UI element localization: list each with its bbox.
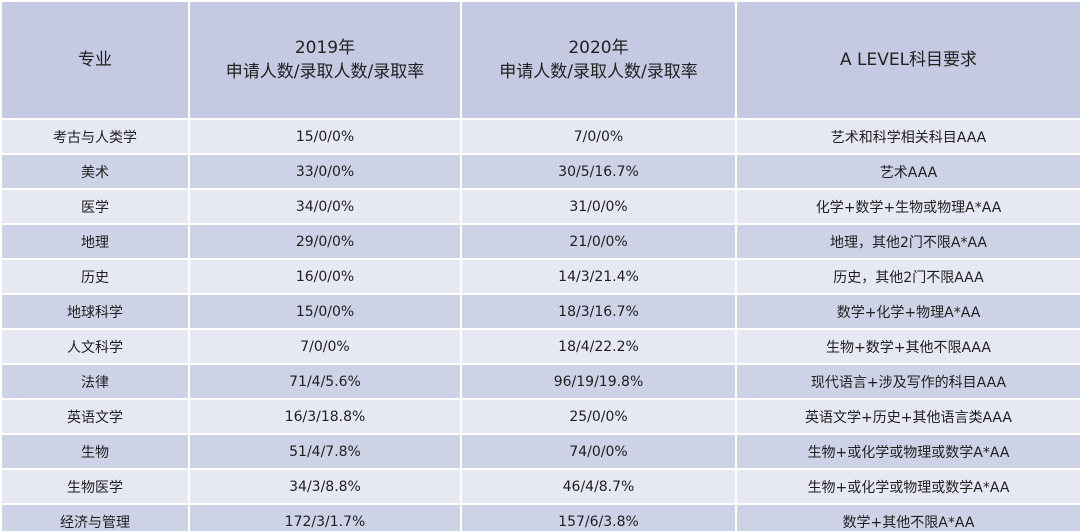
cell-2019: 34/0/0% <box>188 188 462 225</box>
cell-2020: 14/3/21.4% <box>460 258 737 295</box>
cell-2019: 71/4/5.6% <box>188 363 462 400</box>
cell-major: 生物 <box>0 433 190 470</box>
cell-2019: 34/3/8.8% <box>188 468 462 505</box>
cell-alevel: 生物+或化学或物理或数学A*AA <box>735 433 1080 470</box>
cell-alevel: 历史，其他2门不限AAA <box>735 258 1080 295</box>
cell-2019: 172/3/1.7% <box>188 503 462 531</box>
cell-2019: 15/0/0% <box>188 293 462 330</box>
cell-alevel: 现代语言+涉及写作的科目AAA <box>735 363 1080 400</box>
header-2020-year: 2020年 <box>568 38 629 58</box>
table-row: 美术 33/0/0% 30/5/16.7% 艺术AAA <box>0 153 1080 190</box>
cell-alevel: 化学+数学+生物或物理A*AA <box>735 188 1080 225</box>
cell-2020: 18/4/22.2% <box>460 328 737 365</box>
cell-major: 医学 <box>0 188 190 225</box>
cell-2019: 29/0/0% <box>188 223 462 260</box>
cell-2020: 18/3/16.7% <box>460 293 737 330</box>
cell-2020: 25/0/0% <box>460 398 737 435</box>
cell-major: 人文科学 <box>0 328 190 365</box>
header-row: 专业 2019年 申请人数/录取人数/录取率 2020年 申请人数/录取人数/录… <box>0 0 1080 120</box>
cell-2020: 96/19/19.8% <box>460 363 737 400</box>
cell-alevel: 地理，其他2门不限A*AA <box>735 223 1080 260</box>
table-row: 英语文学 16/3/18.8% 25/0/0% 英语文学+历史+其他语言类AAA <box>0 398 1080 435</box>
cell-alevel: 生物+数学+其他不限AAA <box>735 328 1080 365</box>
cell-major: 经济与管理 <box>0 503 190 531</box>
cell-major: 地球科学 <box>0 293 190 330</box>
table-row: 地球科学 15/0/0% 18/3/16.7% 数学+化学+物理A*AA <box>0 293 1080 330</box>
header-2019: 2019年 申请人数/录取人数/录取率 <box>188 0 462 120</box>
table-row: 地理 29/0/0% 21/0/0% 地理，其他2门不限A*AA <box>0 223 1080 260</box>
cell-2020: 7/0/0% <box>460 118 737 155</box>
cell-2019: 51/4/7.8% <box>188 433 462 470</box>
cell-2019: 33/0/0% <box>188 153 462 190</box>
cell-major: 法律 <box>0 363 190 400</box>
header-2020: 2020年 申请人数/录取人数/录取率 <box>460 0 737 120</box>
cell-major: 美术 <box>0 153 190 190</box>
cell-2019: 16/3/18.8% <box>188 398 462 435</box>
cell-alevel: 艺术AAA <box>735 153 1080 190</box>
cell-2019: 7/0/0% <box>188 328 462 365</box>
cell-major: 历史 <box>0 258 190 295</box>
table-row: 人文科学 7/0/0% 18/4/22.2% 生物+数学+其他不限AAA <box>0 328 1080 365</box>
cell-major: 地理 <box>0 223 190 260</box>
cell-alevel: 生物+或化学或物理或数学A*AA <box>735 468 1080 505</box>
header-2020-sub: 申请人数/录取人数/录取率 <box>499 62 698 82</box>
cell-2020: 21/0/0% <box>460 223 737 260</box>
table-row: 生物 51/4/7.8% 74/0/0% 生物+或化学或物理或数学A*AA <box>0 433 1080 470</box>
cell-2019: 16/0/0% <box>188 258 462 295</box>
cell-2020: 46/4/8.7% <box>460 468 737 505</box>
cell-2020: 30/5/16.7% <box>460 153 737 190</box>
table-row: 法律 71/4/5.6% 96/19/19.8% 现代语言+涉及写作的科目AAA <box>0 363 1080 400</box>
cell-alevel: 数学+其他不限A*AA <box>735 503 1080 531</box>
cell-2020: 74/0/0% <box>460 433 737 470</box>
cell-major: 考古与人类学 <box>0 118 190 155</box>
cell-2020: 31/0/0% <box>460 188 737 225</box>
cell-major: 英语文学 <box>0 398 190 435</box>
table-row: 生物医学 34/3/8.8% 46/4/8.7% 生物+或化学或物理或数学A*AA <box>0 468 1080 505</box>
table-body: 考古与人类学 15/0/0% 7/0/0% 艺术和科学相关科目AAA 美术 33/0/0%… <box>0 118 1080 531</box>
table-row: 医学 34/0/0% 31/0/0% 化学+数学+生物或物理A*AA <box>0 188 1080 225</box>
table-row: 历史 16/0/0% 14/3/21.4% 历史，其他2门不限AAA <box>0 258 1080 295</box>
table-header: 专业 2019年 申请人数/录取人数/录取率 2020年 申请人数/录取人数/录… <box>0 0 1080 120</box>
cell-alevel: 数学+化学+物理A*AA <box>735 293 1080 330</box>
cell-alevel: 艺术和科学相关科目AAA <box>735 118 1080 155</box>
header-2019-year: 2019年 <box>294 38 356 58</box>
cell-major: 生物医学 <box>0 468 190 505</box>
header-alevel: A LEVEL科目要求 <box>735 0 1080 120</box>
cell-2020: 157/6/3.8% <box>460 503 737 531</box>
cell-alevel: 英语文学+历史+其他语言类AAA <box>735 398 1080 435</box>
table-row: 经济与管理 172/3/1.7% 157/6/3.8% 数学+其他不限A*AA <box>0 503 1080 531</box>
table-row: 考古与人类学 15/0/0% 7/0/0% 艺术和科学相关科目AAA <box>0 118 1080 155</box>
header-2019-sub: 申请人数/录取人数/录取率 <box>225 62 425 82</box>
cell-2019: 15/0/0% <box>188 118 462 155</box>
header-major: 专业 <box>0 0 190 120</box>
